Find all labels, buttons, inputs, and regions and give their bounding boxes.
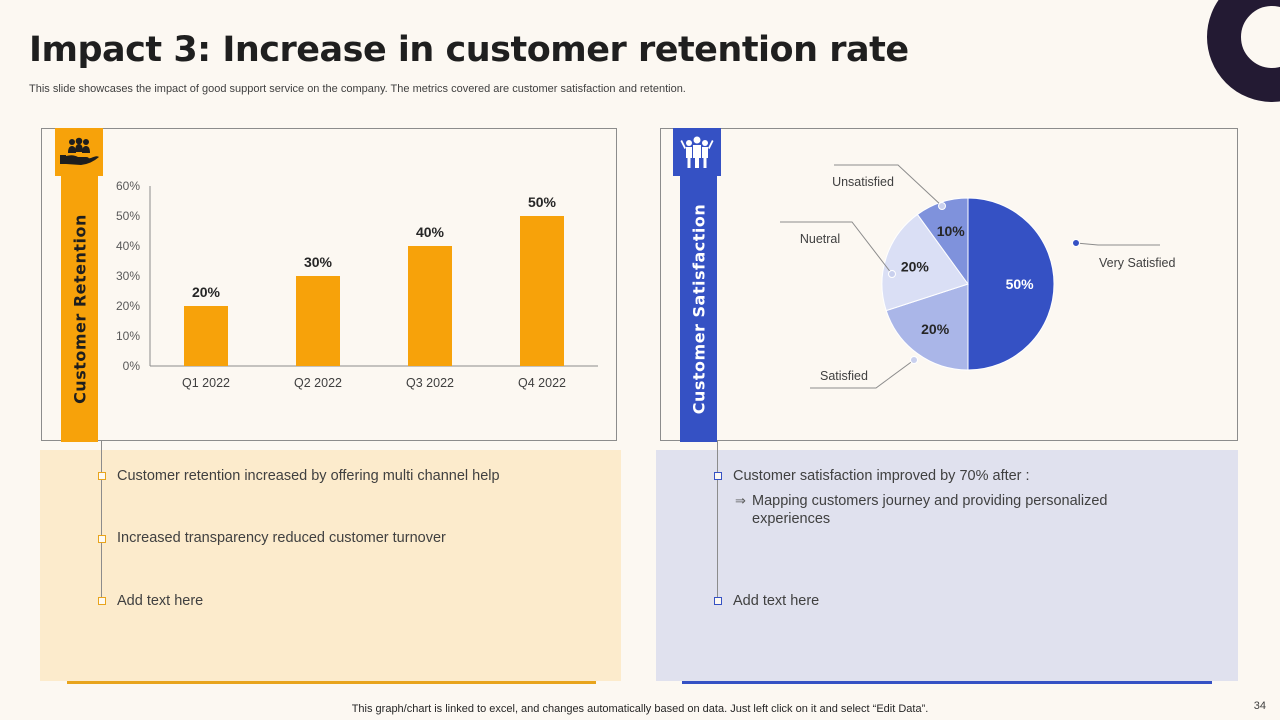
retention-bar-chart: 0% 10% 20% 30% 40% 50% 60% 20% Q1 2022 30% Q2 2022…: [116, 179, 598, 390]
pie-value-label: 20%: [901, 259, 930, 275]
footer-note: This graph/chart is linked to excel, and…: [351, 703, 929, 715]
y-tick-label: 40%: [116, 239, 140, 253]
page-subtitle: This slide showcases the impact of good …: [29, 83, 686, 95]
bar-value-label: 40%: [416, 224, 445, 240]
pie-leader-line: [834, 164, 943, 207]
retention-note-1: Customer retention increased by offering…: [117, 468, 500, 484]
pie-leader-dot: [1072, 239, 1080, 247]
bar-value-label: 50%: [528, 194, 557, 210]
x-tick-label: Q1 2022: [182, 376, 230, 390]
pie-slice: [967, 197, 1055, 371]
y-tick-label: 10%: [116, 329, 140, 343]
pie-value-label: 10%: [937, 223, 966, 239]
pie-leader-line: [780, 221, 893, 275]
y-tick-label: 0%: [123, 359, 141, 373]
x-tick-label: Q3 2022: [406, 376, 454, 390]
pie-leader-dot: [910, 356, 918, 364]
note-bullet: [98, 472, 106, 480]
pie-leader-line: [810, 359, 915, 389]
satisfaction-note-2: Add text here: [733, 593, 820, 609]
arrow-right-icon: ⇒: [735, 493, 746, 508]
retention-note-2: Increased transparency reduced customer …: [117, 530, 446, 546]
page-number: 34: [1253, 700, 1266, 712]
y-tick-label: 30%: [116, 269, 140, 283]
bar-value-label: 30%: [304, 254, 333, 270]
retention-strip: Customer Retention: [61, 176, 98, 442]
retention-note-3: Add text here: [117, 593, 204, 609]
page-title: Impact 3: Increase in customer retention…: [29, 30, 909, 70]
satisfaction-strip-label: Customer Satisfaction: [689, 203, 708, 415]
satisfaction-notes-line: [717, 441, 718, 601]
retention-accent-line: [67, 681, 596, 684]
bar: [520, 216, 564, 366]
x-tick-label: Q2 2022: [294, 376, 342, 390]
pie-category-label: Very Satisfied: [1099, 256, 1175, 270]
note-bullet: [98, 535, 106, 543]
retention-strip-label: Customer Retention: [70, 214, 89, 404]
note-bullet: [714, 472, 722, 480]
satisfaction-accent-line: [682, 681, 1212, 684]
note-bullet: [98, 597, 106, 605]
retention-notes-line: [101, 441, 102, 601]
retention-notes-box: [40, 450, 621, 681]
y-tick-label: 50%: [116, 209, 140, 223]
y-tick-label: 60%: [116, 179, 140, 193]
satisfaction-pie-chart: 50% Very Satisfied 20% Satisfied 20% Nuetral 1…: [780, 164, 1175, 389]
x-tick-label: Q4 2022: [518, 376, 566, 390]
pie-category-label: Satisfied: [820, 369, 868, 383]
satisfaction-notes-box: [656, 450, 1238, 681]
corner-ring-decoration: [1207, 0, 1280, 102]
pie-value-label: 50%: [1006, 276, 1035, 292]
y-tick-label: 20%: [116, 299, 140, 313]
satisfaction-note-1: Customer satisfaction improved by 70% af…: [733, 468, 1030, 484]
bar: [296, 276, 340, 366]
bar: [408, 246, 452, 366]
people-group-icon: [673, 128, 721, 176]
pie-leader-dot: [888, 270, 896, 278]
pie-leader-line: [1075, 242, 1160, 246]
pie-slice: [885, 283, 969, 371]
pie-category-label: Unsatisfied: [832, 175, 894, 189]
bar: [184, 306, 228, 366]
bar-value-label: 20%: [192, 284, 221, 300]
satisfaction-strip: Customer Satisfaction: [680, 176, 717, 442]
pie-slice: [881, 213, 969, 312]
hand-people-icon: [55, 128, 103, 176]
pie-category-label: Nuetral: [800, 232, 840, 246]
satisfaction-sub-note: Mapping customers journey and providing …: [752, 493, 1108, 527]
note-bullet: [714, 597, 722, 605]
pie-value-label: 20%: [921, 321, 950, 337]
pie-leader-dot: [938, 202, 946, 210]
